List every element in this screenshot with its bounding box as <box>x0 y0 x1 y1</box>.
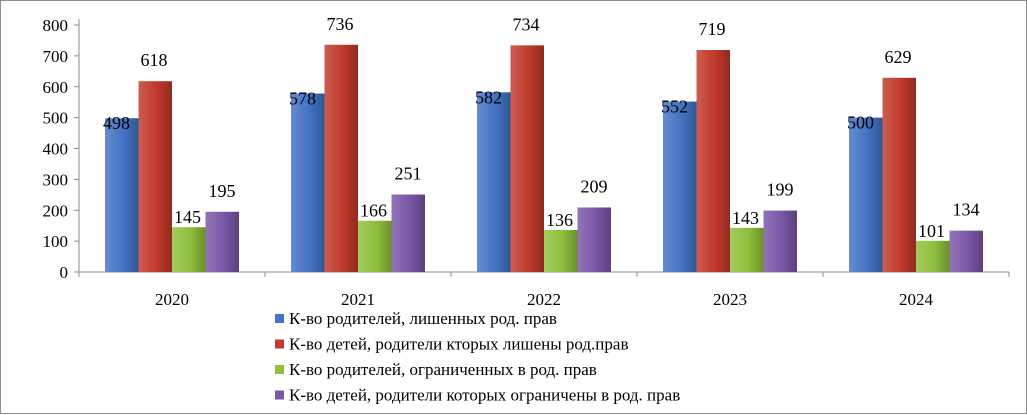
data-label: 552 <box>661 97 688 117</box>
bar <box>205 211 239 272</box>
bar <box>849 117 883 272</box>
y-tick-label: 100 <box>43 232 69 251</box>
legend-entry: К-во родителей, ограниченных в род. прав <box>289 360 597 379</box>
y-tick-label: 500 <box>43 109 69 128</box>
data-label: 166 <box>360 201 387 221</box>
data-label: 498 <box>103 113 130 133</box>
data-label: 143 <box>732 208 759 228</box>
y-tick-label: 0 <box>60 263 69 282</box>
data-label: 734 <box>513 14 540 34</box>
data-label: 195 <box>209 181 236 201</box>
bars <box>105 44 983 273</box>
y-tick-label: 700 <box>43 47 69 66</box>
data-label: 251 <box>395 164 422 184</box>
bar <box>391 194 425 272</box>
legend-swatch <box>275 390 284 400</box>
bar <box>663 101 697 272</box>
data-label: 500 <box>847 113 874 133</box>
bar <box>324 44 358 273</box>
bar <box>138 81 172 272</box>
x-tick-label: 2021 <box>341 290 375 309</box>
x-tick-label: 2023 <box>713 290 747 309</box>
x-tick-label: 2020 <box>155 290 189 309</box>
legend-swatch <box>275 365 284 374</box>
legend: К-во родителей, лишенных род. прав К-во д… <box>275 309 680 405</box>
legend-swatch <box>275 339 284 349</box>
data-label: 719 <box>699 19 726 39</box>
data-label: 145 <box>174 207 201 227</box>
data-label: 582 <box>475 87 502 107</box>
legend-entry: К-во детей, родители которых ограничены … <box>289 386 680 405</box>
bar <box>105 118 139 273</box>
data-labels: 498 618 145 195 578 736 166 251 582 734 136 209 552 7… <box>103 14 980 241</box>
y-tick-label: 400 <box>43 140 69 159</box>
data-label: 618 <box>141 50 168 70</box>
legend-swatch <box>275 314 284 323</box>
bar <box>172 227 206 272</box>
x-tick-label: 2022 <box>527 290 561 309</box>
data-label: 629 <box>885 47 912 67</box>
data-label: 209 <box>581 176 608 196</box>
x-tick-label: 2024 <box>899 290 934 309</box>
data-label: 578 <box>289 89 316 109</box>
data-label: 101 <box>918 221 945 241</box>
axes: 0 100 200 300 400 500 600 700 800 2020 2021 2022 202… <box>43 16 1010 309</box>
y-tick-label: 300 <box>43 170 69 189</box>
bar <box>763 210 797 272</box>
data-label: 736 <box>327 14 354 34</box>
bar <box>916 240 950 272</box>
bar <box>510 45 544 272</box>
bar <box>696 50 730 272</box>
data-label: 199 <box>767 180 794 200</box>
y-tick-label: 200 <box>43 201 69 220</box>
legend-entry: К-во детей, родители кторых лишены род.п… <box>289 335 628 354</box>
data-label: 134 <box>953 200 980 220</box>
bar <box>577 207 611 272</box>
bar <box>291 93 325 272</box>
bar <box>730 227 764 272</box>
bar <box>949 230 983 272</box>
y-tick-label: 800 <box>43 16 69 35</box>
data-label: 136 <box>546 210 573 230</box>
bar <box>358 220 392 272</box>
y-tick-label: 600 <box>43 78 69 97</box>
bar <box>544 230 578 272</box>
bar <box>477 92 511 273</box>
legend-entry: К-во родителей, лишенных род. прав <box>289 309 557 328</box>
bar <box>882 77 916 272</box>
